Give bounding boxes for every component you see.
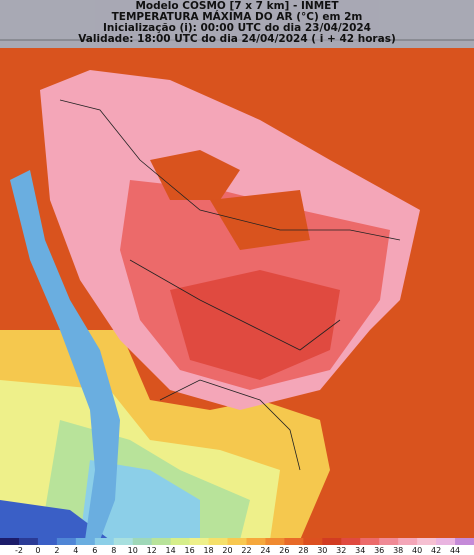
legend-label: 2 <box>54 546 59 555</box>
legend-swatch <box>360 538 380 545</box>
legend-label: 0 <box>35 546 40 555</box>
legend-swatch <box>227 538 247 545</box>
legend-swatch <box>246 538 266 545</box>
legend-label: -2 <box>15 546 23 555</box>
legend-label: 4 <box>73 546 78 555</box>
legend-label: 22 <box>241 546 251 555</box>
legend-swatch <box>303 538 323 545</box>
header-box <box>95 0 379 47</box>
legend-label: 44 <box>450 546 460 555</box>
legend-label: 32 <box>336 546 346 555</box>
legend-swatch <box>417 538 437 545</box>
legend-swatch <box>265 538 285 545</box>
legend-label: 20 <box>222 546 232 555</box>
legend-label: 24 <box>260 546 270 555</box>
coldest-south <box>0 500 110 540</box>
legend-swatch <box>379 538 399 545</box>
legend-label: 38 <box>393 546 403 555</box>
legend-swatch <box>455 538 474 545</box>
legend-label: 18 <box>203 546 213 555</box>
legend-label: 40 <box>412 546 422 555</box>
legend-label: 10 <box>128 546 138 555</box>
hottest-core <box>170 270 340 380</box>
amazon-cooler <box>210 190 310 250</box>
legend-label: 42 <box>431 546 441 555</box>
header-line: TEMPERATURA MÁXIMA DO AR (°C) em 2m <box>112 10 363 23</box>
legend-swatch <box>75 538 96 545</box>
legend-label: 34 <box>355 546 365 555</box>
legend-swatch <box>322 538 342 545</box>
legend-label: 6 <box>92 546 97 555</box>
legend-label: 12 <box>147 546 157 555</box>
legend-label: 30 <box>317 546 327 555</box>
legend-swatch <box>56 538 77 545</box>
legend-swatch <box>284 538 304 545</box>
legend-swatch <box>341 538 361 545</box>
legend-label: 26 <box>279 546 289 555</box>
legend-swatch <box>113 538 134 545</box>
legend-swatch <box>208 538 229 545</box>
legend-label: 28 <box>298 546 308 555</box>
legend-swatch <box>436 538 456 545</box>
legend-swatch <box>37 538 58 545</box>
legend-label: 14 <box>166 546 176 555</box>
borders <box>59 99 401 471</box>
andes <box>10 170 120 540</box>
legend-label: 36 <box>374 546 384 555</box>
legend-swatch <box>18 538 39 545</box>
header-line: Inicialização (i): 00:00 UTC do dia 23/0… <box>103 22 371 34</box>
legend-swatch <box>94 538 115 545</box>
legend-swatch <box>151 538 172 545</box>
legend-swatch <box>170 538 191 545</box>
header-line: Validade: 18:00 UTC do dia 24/04/2024 ( … <box>78 33 396 45</box>
legend-label: 8 <box>111 546 116 555</box>
legend-label: 16 <box>185 546 195 555</box>
legend-swatch <box>398 538 418 545</box>
header-line: Modelo COSMO [7 x 7 km] - INMET <box>135 0 339 12</box>
legend-swatch <box>132 538 153 545</box>
legend-swatch <box>0 538 20 545</box>
legend-swatch <box>189 538 210 545</box>
